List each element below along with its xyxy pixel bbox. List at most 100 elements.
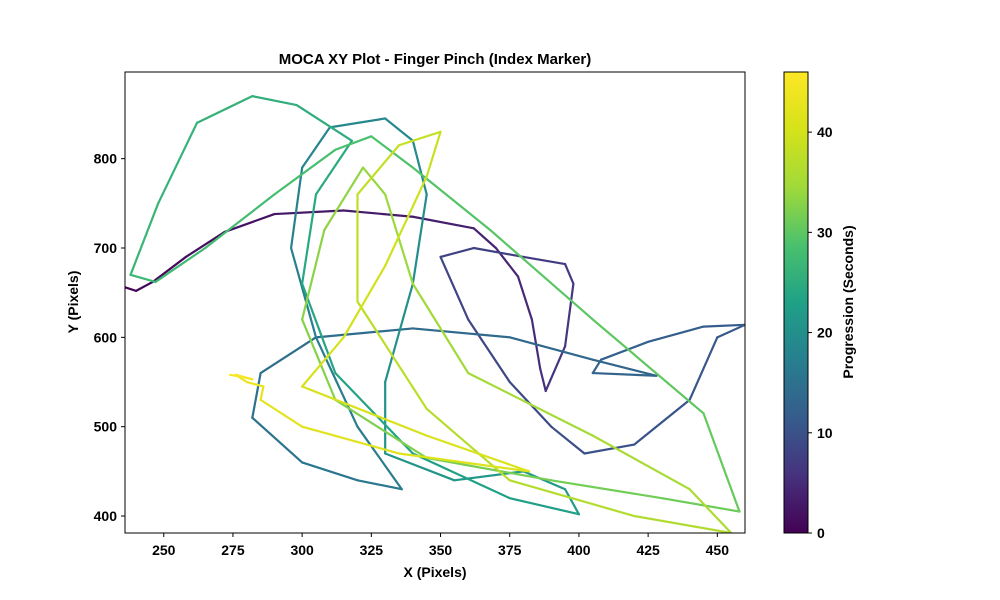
trajectory-segment [129,202,160,276]
trajectory-segment [301,461,359,482]
trajectory-segment [356,479,403,491]
y-tick-label: 700 [94,240,118,256]
trajectory-segment [154,246,207,284]
y-axis: 400 500 600 700 800 [94,151,125,524]
trajectory-segment [472,227,497,250]
trajectory-segment [472,246,525,259]
x-tick-label: 350 [429,542,453,558]
colorbar [783,71,809,534]
trajectory-segment [591,434,691,491]
trajectory-segment [688,336,719,401]
trajectory-segment [342,264,387,339]
trajectory-segment [259,398,304,428]
trajectory-segment [301,336,345,388]
trajectory-segment [356,144,401,196]
trajectory-segment [361,166,387,196]
trajectory-segment [411,452,511,500]
trajectory-segment [516,275,533,321]
trajectory-segment [688,488,733,533]
trajectory-segment [334,398,428,460]
trajectory-segment [563,262,575,285]
trajectory-segment [251,95,298,107]
trajectory-segment [323,166,365,232]
trajectory-segment [204,193,276,250]
trajectory-segment [259,385,265,401]
trajectory-segment [544,345,567,393]
trajectory-segment [301,385,428,437]
trajectory-segment [508,336,594,361]
trajectory-segment [467,371,594,437]
trajectory-segment [397,452,531,473]
x-tick-label: 300 [290,542,314,558]
x-tick-label: 275 [221,542,245,558]
trajectory-segment [411,193,428,285]
colorbar-label: Progression (Seconds) [840,225,856,378]
x-tick-label: 450 [706,542,730,558]
trajectory-segment [633,398,691,446]
trajectory-segment [273,209,345,216]
trajectory-segment [539,367,547,393]
colorbar-tick-label: 0 [817,525,825,541]
trajectory-segment [583,443,636,455]
trajectory-segment [289,166,304,250]
colorbar-axis: 0 10 20 30 40 [808,124,833,541]
trajectory-segment [314,327,414,339]
trajectory-segment [550,425,586,455]
trajectory-segment [125,286,138,292]
trajectory-segment [273,148,337,196]
trajectory-segment [411,327,511,339]
trajectory-segment [356,425,403,491]
trajectory-segment [301,425,401,455]
trajectory-segment [229,373,243,378]
trajectory-segment [295,103,354,142]
y-tick-label: 500 [94,419,118,435]
trajectory-segment [425,407,511,482]
y-tick-label: 400 [94,508,118,524]
trajectory-segment [251,416,304,464]
trajectory-segment [151,255,187,284]
trajectory-segment [301,126,331,169]
trajectory-segment [384,193,414,285]
trajectory [125,95,745,533]
trajectory-segment [633,514,733,533]
y-tick-label: 600 [94,329,118,345]
trajectory-segment [129,273,157,284]
trajectory-segment [384,175,428,267]
trajectory-segment [411,166,492,232]
trajectory-segment [425,456,553,482]
trajectory-segment [356,300,428,410]
trajectory-segment [647,325,705,343]
x-tick-label: 425 [636,542,660,558]
trajectory-segment [563,282,575,348]
x-axis: 250 275 300 325 350 375 400 425 450 [152,533,729,558]
trajectory-segment [240,375,254,381]
colorbar-tick-label: 30 [817,224,833,240]
trajectory-segment [301,318,337,401]
trajectory-segment [591,358,658,377]
trajectory-segment [301,193,318,285]
trajectory-segment [702,323,745,328]
trajectory-segment [591,371,658,377]
trajectory-segment [289,246,318,339]
trajectory-segment [245,380,265,388]
trajectory-segment [301,229,326,321]
trajectory-segment [334,135,373,151]
x-tick-label: 325 [360,542,384,558]
trajectory-segment [397,130,442,147]
y-tick-label: 800 [94,151,118,167]
trajectory-segment [563,488,581,516]
trajectory-segment [314,336,359,428]
trajectory-segment [522,255,567,266]
x-tick-label: 375 [498,542,522,558]
x-tick-label: 250 [152,542,176,558]
trajectory-segment [259,336,318,375]
trajectory-segment [384,117,414,142]
trajectory-segment [384,452,456,482]
trajectory-segment [591,318,705,415]
trajectory-segment [425,130,442,178]
trajectory-segment [342,209,414,218]
trajectory-segment [134,280,154,292]
trajectory-segment [195,95,254,125]
trajectory-segment [439,246,475,259]
